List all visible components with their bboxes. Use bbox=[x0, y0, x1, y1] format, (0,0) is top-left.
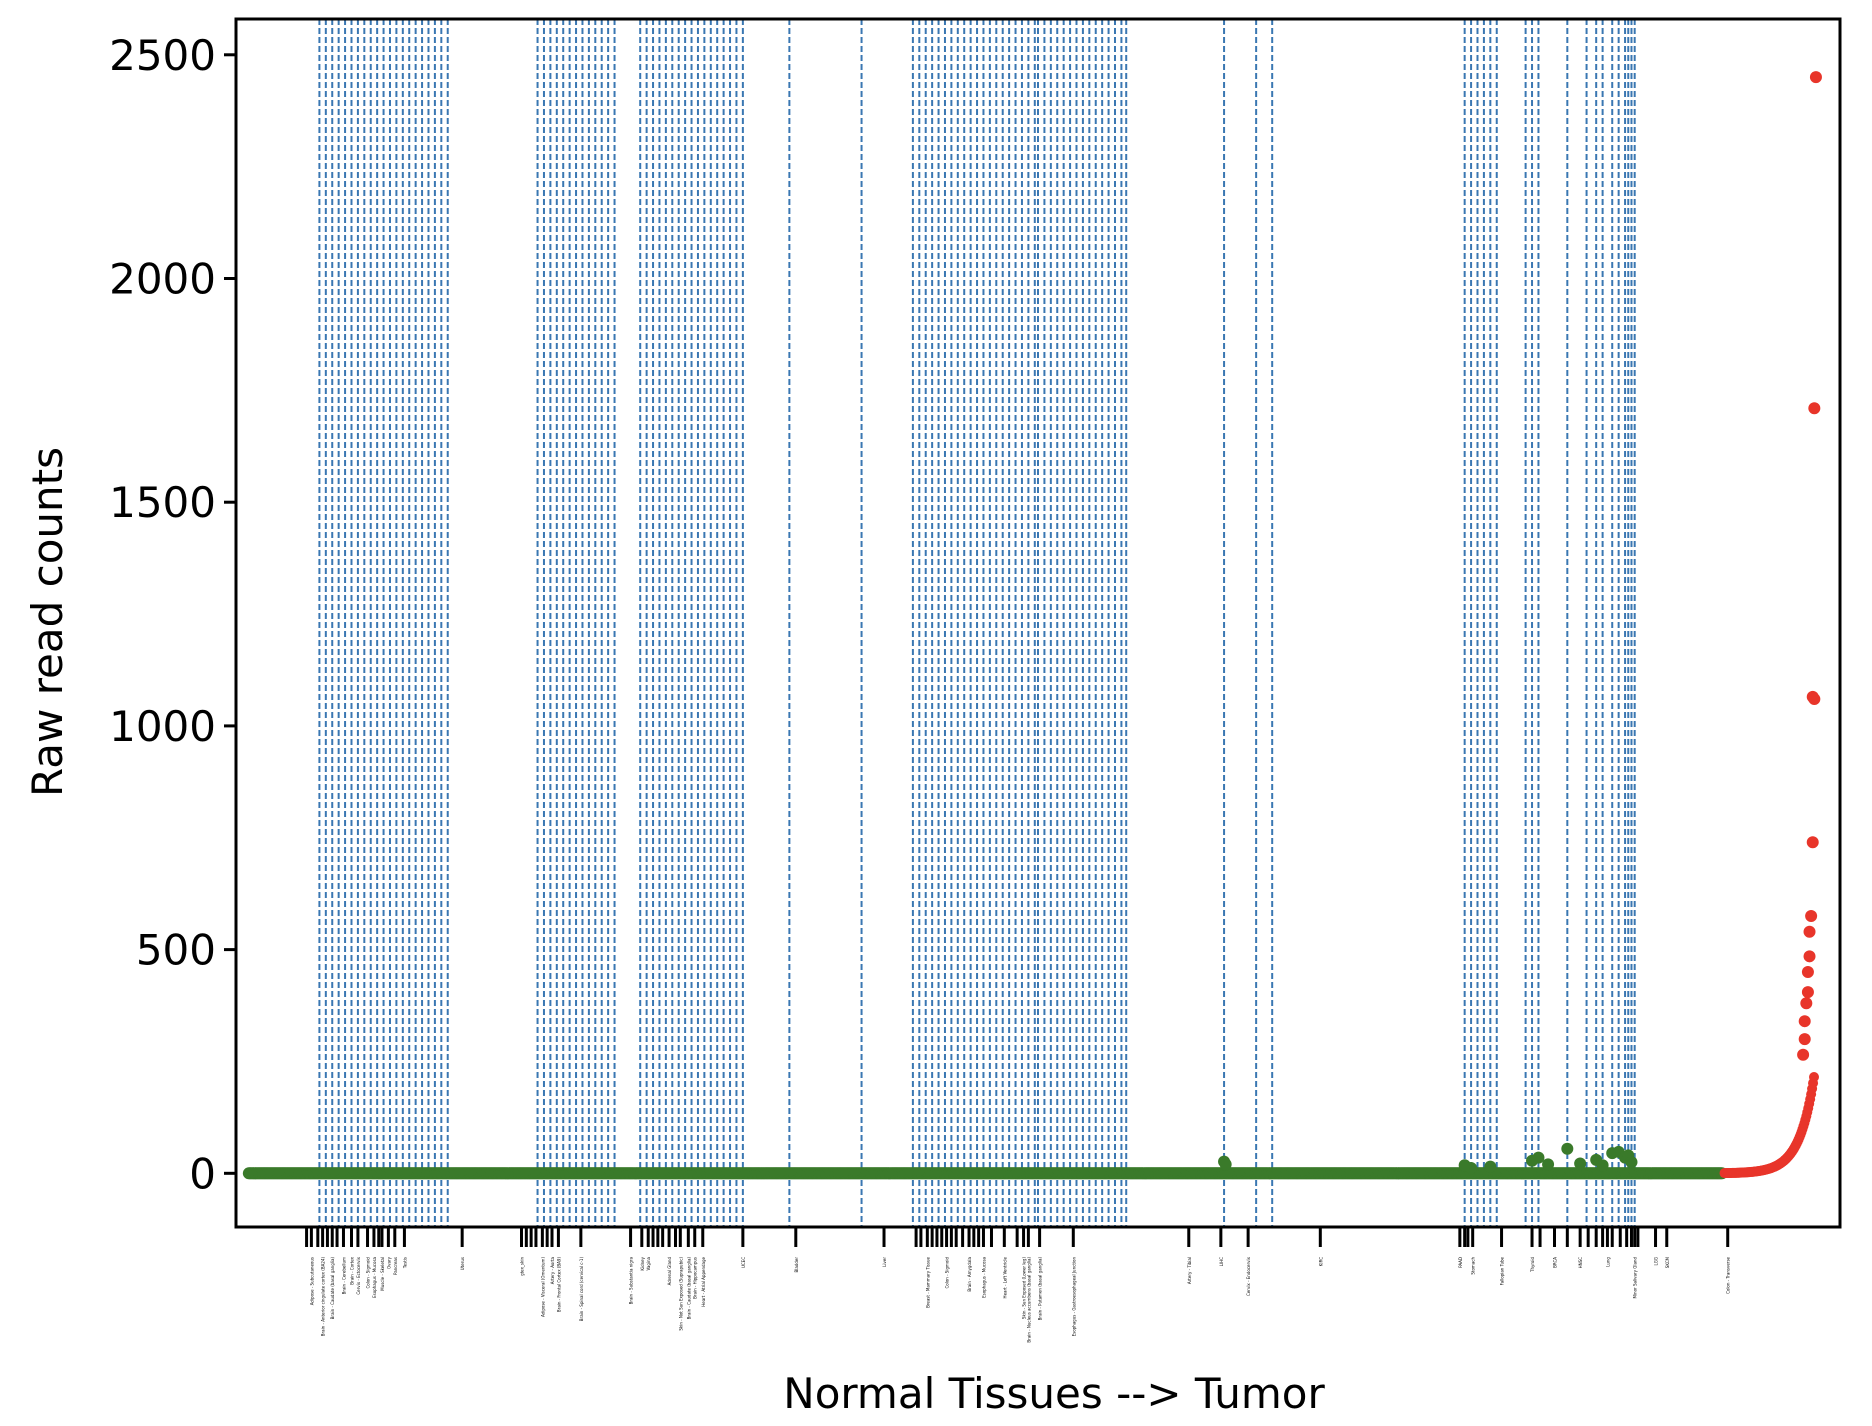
x-tick-label: Cervix - Endocervix bbox=[1246, 1256, 1251, 1296]
tumor-point bbox=[1809, 71, 1822, 84]
y-tick-label: 1500 bbox=[109, 478, 216, 527]
x-tick-label: Artery - Tibial bbox=[1187, 1257, 1192, 1284]
x-tick-label: Skin - Sun Exposed (Lower leg) bbox=[1022, 1257, 1027, 1320]
x-tick-label: Brain - Putamen (basal ganglia) bbox=[1038, 1257, 1043, 1321]
tumor-point bbox=[1801, 965, 1814, 978]
x-tick-label: Pancreas bbox=[393, 1257, 398, 1275]
x-tick-label: HNSC bbox=[1578, 1257, 1583, 1269]
y-tick-label: 2500 bbox=[109, 31, 216, 80]
x-tick-label: Lung bbox=[1605, 1257, 1610, 1267]
normal-point bbox=[1465, 1161, 1478, 1174]
x-tick-label: Brain - Substantia nigra bbox=[629, 1256, 634, 1304]
x-tick-label: Minor Salivary Gland bbox=[1633, 1257, 1638, 1299]
normal-point bbox=[1596, 1159, 1609, 1172]
y-tick-label: 2000 bbox=[109, 254, 216, 303]
normal-point bbox=[1561, 1142, 1574, 1155]
x-tick-label: Colon - Transverse bbox=[1726, 1256, 1731, 1293]
x-tick-label: Breast - Mammary Tissue bbox=[925, 1256, 930, 1307]
x-tick-label: Liver bbox=[882, 1257, 887, 1267]
x-tick-label: Testis bbox=[402, 1257, 407, 1269]
y-tick-label: 500 bbox=[136, 926, 216, 975]
x-tick-label: Skin - Not Sun Exposed (Suprapubic) bbox=[678, 1257, 683, 1331]
tumor-point bbox=[1808, 402, 1821, 415]
normal-point bbox=[1219, 1158, 1232, 1171]
x-tick-label: Ovary bbox=[386, 1256, 391, 1269]
x-tick-label: KIRC bbox=[1318, 1257, 1323, 1266]
x-tick-label: Colon - Sigmoid bbox=[945, 1257, 950, 1289]
x-tick-label: Heart - Left Ventricle bbox=[1002, 1256, 1007, 1298]
normal-point bbox=[1574, 1157, 1587, 1170]
tumor-point bbox=[1797, 1048, 1810, 1061]
x-tick-label: gtex_skin bbox=[520, 1257, 525, 1276]
tumor-point bbox=[1809, 1071, 1820, 1082]
x-axis: Adipose - Subcutaneous Brain - Anterior c… bbox=[305, 1227, 1731, 1343]
tumor-point bbox=[1798, 1033, 1811, 1046]
x-tick-label: Brain - Caudate (basal ganglia) bbox=[686, 1257, 691, 1320]
tumor-point bbox=[1805, 910, 1818, 923]
x-tick-label: Fallopian Tube bbox=[1500, 1256, 1505, 1285]
normal-point bbox=[1542, 1158, 1555, 1171]
tumor-point bbox=[1798, 1015, 1811, 1028]
x-tick-label: SKCM bbox=[1665, 1256, 1670, 1268]
x-tick-label: Esophagus - Gastroesophageal Junction bbox=[1071, 1257, 1076, 1337]
tumor-point bbox=[1803, 925, 1816, 938]
x-tick-label: Adipose - Subcutaneous bbox=[309, 1257, 314, 1305]
x-tick-label: LIHC bbox=[1219, 1257, 1224, 1266]
x-tick-label: Uterus bbox=[460, 1257, 465, 1270]
tumor-point bbox=[1800, 997, 1813, 1010]
normal-point bbox=[1484, 1160, 1497, 1173]
x-tick-label: LGG bbox=[1654, 1257, 1659, 1265]
x-tick-label: Brain - Spinal cord (cervical c-1) bbox=[579, 1257, 584, 1322]
y-tick-label: 1000 bbox=[109, 702, 216, 751]
x-tick-label: Colon - Sigmoid bbox=[366, 1257, 371, 1289]
x-tick-label: Brain - Amygdala bbox=[967, 1256, 972, 1291]
x-tick-label: Thyroid bbox=[1530, 1257, 1535, 1273]
tumor-point bbox=[1806, 836, 1819, 849]
x-tick-label: Brain - Anterior cingulate cortex (BA24) bbox=[321, 1257, 326, 1337]
x-tick-label: Esophagus - Mucosa bbox=[372, 1256, 377, 1297]
x-tick-label: Brain - Cortex bbox=[349, 1256, 354, 1284]
x-tick-label: Bladder bbox=[794, 1257, 799, 1273]
x-tick-label: Stomach bbox=[1471, 1257, 1476, 1275]
x-tick-label: Brain - Frontal Cortex (BA9) bbox=[556, 1257, 561, 1312]
x-tick-label: Muscle - Skeletal bbox=[380, 1257, 385, 1291]
tumor-point bbox=[1808, 693, 1821, 706]
x-tick-label: Adipose - Visceral (Omentum) bbox=[540, 1257, 545, 1317]
x-tick-label: Kidney bbox=[640, 1256, 645, 1270]
x-tick-label: Brain - Cerebellum bbox=[341, 1257, 346, 1295]
x-tick-label: Adrenal Gland bbox=[667, 1257, 672, 1286]
normal-point bbox=[1532, 1151, 1545, 1164]
x-tick-label: UCEC bbox=[741, 1257, 746, 1268]
x-tick-label: Vagina bbox=[646, 1256, 651, 1270]
x-tick-label: Artery - Aorta bbox=[550, 1256, 555, 1284]
y-axis-label: Raw read counts bbox=[23, 447, 72, 797]
x-tick-label: Cervix - Ectocervix bbox=[356, 1256, 361, 1294]
tumor-point bbox=[1801, 986, 1814, 999]
x-tick-label: BRCA bbox=[1552, 1257, 1557, 1268]
x-tick-label: Heart - Atrial Appendage bbox=[701, 1256, 706, 1306]
plot-frame bbox=[234, 17, 1842, 1229]
x-tick-label: Esophagus - Mucosa bbox=[981, 1256, 986, 1297]
x-tick-label: Brain - Hippocampus bbox=[693, 1257, 698, 1299]
x-tick-label: Brain - Caudate (basal ganglia) bbox=[330, 1257, 335, 1320]
tumor-point bbox=[1803, 950, 1816, 963]
y-tick-label: 0 bbox=[189, 1149, 216, 1198]
x-tick-label: Brain - Nucleus accumbens (basal ganglia… bbox=[1026, 1257, 1031, 1343]
data-points bbox=[242, 71, 1822, 1180]
y-axis: 0 500 1000 1500 2000 2500 bbox=[109, 31, 236, 1198]
normal-point bbox=[1625, 1156, 1638, 1169]
x-axis-label: Normal Tissues --> Tumor bbox=[783, 1369, 1325, 1418]
x-tick-label: PAAD bbox=[1458, 1257, 1463, 1268]
tissue-divider-lines bbox=[318, 19, 1636, 1227]
